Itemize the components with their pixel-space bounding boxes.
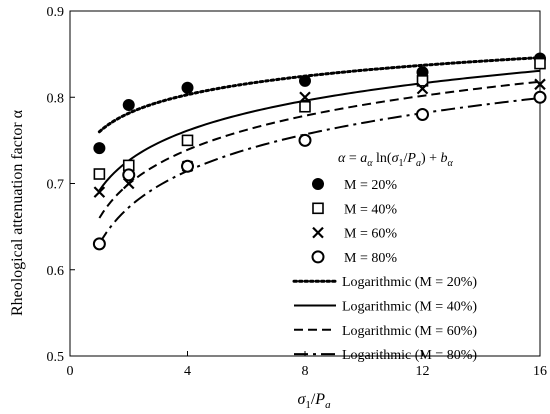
x-axis-label: σ1/Pa <box>297 391 331 411</box>
data-point <box>298 133 312 147</box>
equation-label: α = aα ln(σ1/Pa) + bα <box>338 151 454 169</box>
legend-marker <box>311 250 325 264</box>
x-axis-label-p: P <box>314 391 325 408</box>
fit-line <box>98 97 541 245</box>
x-axis-label-slash: / <box>311 391 316 408</box>
data-point <box>181 81 194 94</box>
legend-label: Logarithmic (M = 80%) <box>342 348 477 363</box>
axis-ticks: 0 4 8 12 16 0.5 0.6 0.7 0.8 0.9 <box>47 5 548 379</box>
fit-line <box>98 69 541 191</box>
data-point <box>534 78 546 91</box>
legend-label: M = 80% <box>344 251 397 266</box>
y-tick-label: 0.8 <box>47 91 65 106</box>
x-tick-label: 16 <box>533 364 547 379</box>
data-point <box>416 82 429 95</box>
data-point <box>299 91 311 104</box>
data-point <box>181 159 194 173</box>
fit-lines <box>97 56 542 245</box>
data-point <box>93 186 106 198</box>
legend: M = 20% M = 40% M = 60% M = 80% Logarithmic … <box>292 178 477 363</box>
x-tick-label: 0 <box>67 364 74 379</box>
data-point <box>299 74 311 87</box>
legend-marker <box>312 226 324 239</box>
fit-line <box>98 80 541 219</box>
x-axis-label-symbol: σ <box>297 391 306 408</box>
x-tick-label: 12 <box>416 364 430 379</box>
legend-label: M = 20% <box>344 178 397 193</box>
data-point <box>416 108 429 121</box>
legend-label: Logarithmic (M = 40%) <box>342 300 477 315</box>
y-tick-label: 0.9 <box>47 5 65 20</box>
data-point <box>92 237 106 251</box>
legend-label: M = 40% <box>344 202 397 217</box>
fit-line <box>97 56 542 134</box>
y-tick-label: 0.7 <box>47 178 65 193</box>
y-axis-label: Rheological attenuation factor α <box>9 109 26 316</box>
data-points <box>92 52 547 251</box>
x-axis-label-sub: 1 <box>305 399 311 411</box>
legend-label: Logarithmic (M = 60%) <box>342 324 477 339</box>
y-tick-label: 0.6 <box>47 264 65 279</box>
legend-label: M = 60% <box>344 227 397 242</box>
data-point <box>299 100 311 113</box>
x-axis-label-sub2: a <box>325 399 331 411</box>
data-point <box>122 168 136 182</box>
data-point <box>93 142 106 155</box>
legend-label: Logarithmic (M = 20%) <box>342 275 477 290</box>
data-point <box>533 90 547 104</box>
x-tick-label: 8 <box>302 364 309 379</box>
data-point <box>416 75 429 87</box>
y-tick-label: 0.5 <box>47 350 65 365</box>
data-point <box>122 99 135 112</box>
legend-marker <box>312 202 324 215</box>
x-tick-label: 4 <box>184 364 191 379</box>
data-point <box>534 57 546 70</box>
data-point <box>181 134 194 147</box>
data-point <box>93 168 106 180</box>
legend-marker <box>312 178 324 190</box>
